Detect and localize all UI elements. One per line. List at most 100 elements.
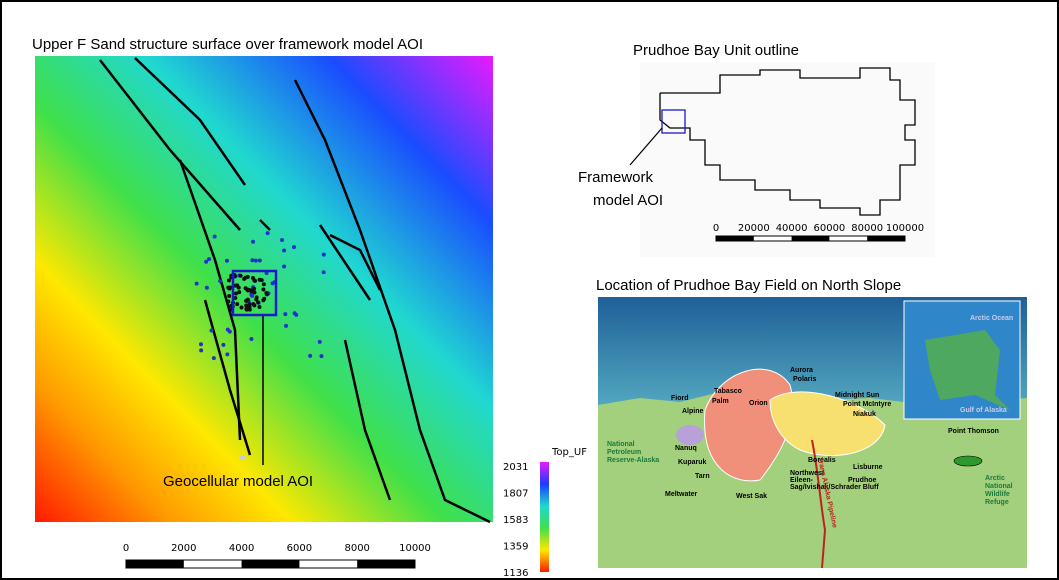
field [676, 425, 704, 445]
field-label: Point Thomson [948, 428, 999, 435]
scale-label: 60000 [813, 223, 845, 234]
field-label: Eileen- [790, 477, 814, 484]
well [251, 240, 255, 244]
scale-seg [242, 560, 300, 568]
aoi-label: Geocellular model AOI [163, 473, 313, 490]
field-label: Orion [749, 400, 768, 407]
well [245, 308, 249, 312]
scale-label: 80000 [851, 223, 883, 234]
well [218, 279, 222, 283]
panel-title: Prudhoe Bay Unit outline [633, 42, 799, 59]
well [258, 259, 262, 263]
field-label: Midnight Sun [835, 392, 879, 399]
well [258, 278, 262, 282]
scale-label: 2000 [171, 543, 196, 554]
region-label: National [607, 441, 635, 448]
well [199, 342, 203, 346]
colorbar-label: 1583 [503, 515, 528, 526]
well [250, 258, 254, 262]
field-label: Fiord [671, 395, 689, 402]
well [261, 288, 265, 292]
scale-label: 10000 [399, 543, 431, 554]
scale-label: 8000 [344, 543, 369, 554]
field-label: Palm [712, 398, 729, 405]
well [293, 311, 297, 315]
region-label: National [985, 483, 1013, 490]
field-label: Kuparuk [678, 459, 707, 466]
well [213, 235, 217, 239]
field-label: Polaris [793, 376, 816, 383]
well [199, 348, 203, 352]
well [207, 257, 211, 261]
aoi-label: model AOI [593, 192, 663, 209]
scale-label: 40000 [776, 223, 808, 234]
well [225, 352, 229, 356]
scale-label: 0 [713, 223, 719, 234]
well [282, 265, 286, 269]
scale-label: 6000 [287, 543, 312, 554]
colorbar-title: Top_UF [551, 447, 587, 458]
well [308, 354, 312, 358]
region-label: Reserve-Alaska [607, 457, 659, 464]
scale-seg [716, 236, 754, 241]
scale-label: 20000 [738, 223, 770, 234]
well [244, 276, 248, 280]
field-label: Niakuk [853, 411, 876, 418]
well [246, 298, 250, 302]
well [239, 274, 243, 278]
well [249, 337, 253, 341]
marker [240, 455, 245, 460]
scale-seg [126, 560, 184, 568]
scale-label: 4000 [229, 543, 254, 554]
scale-seg [357, 560, 415, 568]
well [251, 302, 255, 306]
field-label: Sag/Ivishak/Schrader Bluff [790, 484, 879, 491]
well [210, 328, 214, 332]
well [225, 259, 229, 263]
well [322, 270, 326, 274]
well [246, 289, 250, 293]
well [292, 245, 296, 249]
well [221, 343, 225, 347]
aoi-label: Framework [578, 169, 654, 186]
well [227, 287, 231, 291]
region-label: Refuge [985, 499, 1009, 506]
well [227, 294, 231, 298]
region-label: Arctic [985, 475, 1005, 482]
panel-title: Location of Prudhoe Bay Field on North S… [596, 277, 901, 294]
colorbar-label: 2031 [503, 462, 528, 473]
slide: Upper F Sand structure surface over fram… [0, 0, 1059, 580]
inset-label: Arctic Ocean [970, 315, 1013, 322]
field-label: Meltwater [665, 491, 698, 498]
well [252, 290, 256, 294]
well [195, 282, 199, 286]
well [253, 279, 257, 283]
field-label: Point McIntyre [843, 401, 891, 408]
well [261, 298, 265, 302]
colorbar-label: 1359 [503, 542, 528, 553]
well [205, 286, 209, 290]
scale-label: 100000 [886, 223, 924, 234]
field-label: Prudhoe [848, 477, 876, 484]
field-label: Alpine [682, 408, 703, 415]
field-label: Lisburne [853, 464, 883, 471]
scale-seg [867, 236, 905, 241]
scale-label: 0 [123, 543, 129, 554]
field-label: West Sak [736, 493, 767, 500]
well [318, 340, 322, 344]
scale-seg [792, 236, 830, 241]
well [256, 300, 260, 304]
well [257, 305, 261, 309]
well [252, 287, 256, 291]
colorbar-label: 1136 [503, 568, 528, 579]
well [254, 259, 258, 263]
well [322, 253, 326, 257]
well [212, 356, 216, 360]
well [319, 354, 323, 358]
well [226, 299, 230, 303]
well [235, 302, 239, 306]
field-label: Aurora [790, 367, 813, 374]
well [266, 231, 270, 235]
well [255, 295, 259, 299]
well [284, 324, 288, 328]
